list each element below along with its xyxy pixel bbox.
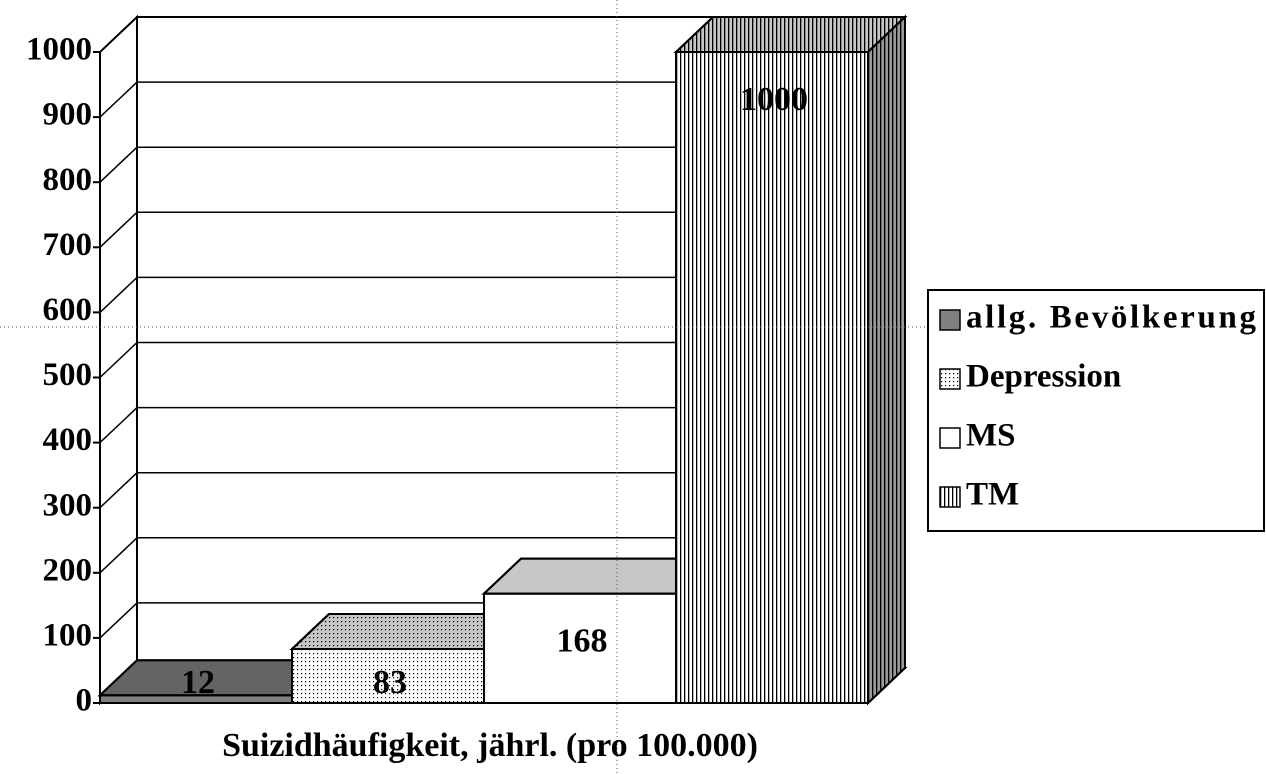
grid-line xyxy=(99,341,138,379)
data-label: 1000 xyxy=(740,81,808,118)
data-label: 168 xyxy=(557,622,608,659)
y-tick-label: 900 xyxy=(43,97,93,133)
bar-top-shade xyxy=(673,16,908,53)
y-tick-label: 800 xyxy=(43,162,93,198)
grid-line xyxy=(99,146,138,183)
grid-line xyxy=(99,16,138,53)
data-label: 12 xyxy=(181,664,215,701)
legend-label: Depression xyxy=(966,359,1121,395)
legend-swatch xyxy=(939,427,961,449)
y-tick-label: 700 xyxy=(43,227,93,263)
legend-label: allg. Bevölkerung xyxy=(966,300,1257,336)
y-tick-label: 1000 xyxy=(26,32,92,68)
legend-box xyxy=(927,289,1265,532)
grid-line xyxy=(99,602,138,639)
y-tick-label: 400 xyxy=(43,422,93,458)
grid-line xyxy=(99,537,138,574)
y-tick-label: 0 xyxy=(76,683,93,719)
legend-label: MS xyxy=(966,418,1016,454)
bar-front xyxy=(483,592,677,705)
grid-line xyxy=(99,472,138,509)
y-tick-label: 600 xyxy=(43,292,93,328)
grid-line xyxy=(99,276,138,313)
bar-front xyxy=(675,51,869,704)
legend-label: TM xyxy=(966,477,1019,513)
y-tick-label: 100 xyxy=(43,617,93,653)
legend-swatch xyxy=(939,309,961,331)
bar-front xyxy=(291,647,485,704)
data-label: 83 xyxy=(373,664,407,701)
y-tick-label: 200 xyxy=(43,552,93,588)
y-tick-label: 500 xyxy=(43,357,93,393)
y-tick-label: 300 xyxy=(43,487,93,523)
labels: 0 100 200 300 400 500 600 700 800 900 1000 12 83 168 1… xyxy=(26,32,808,719)
bar-side-shade xyxy=(867,14,906,706)
grid-line xyxy=(99,81,138,118)
legend-swatch xyxy=(939,368,961,390)
legend-swatch xyxy=(939,486,961,508)
grid-line xyxy=(99,407,138,444)
grid-line xyxy=(99,211,138,248)
bars xyxy=(97,14,908,706)
x-axis-label: Suizidhäufigkeit, jährl. (pro 100.000) xyxy=(222,727,758,764)
